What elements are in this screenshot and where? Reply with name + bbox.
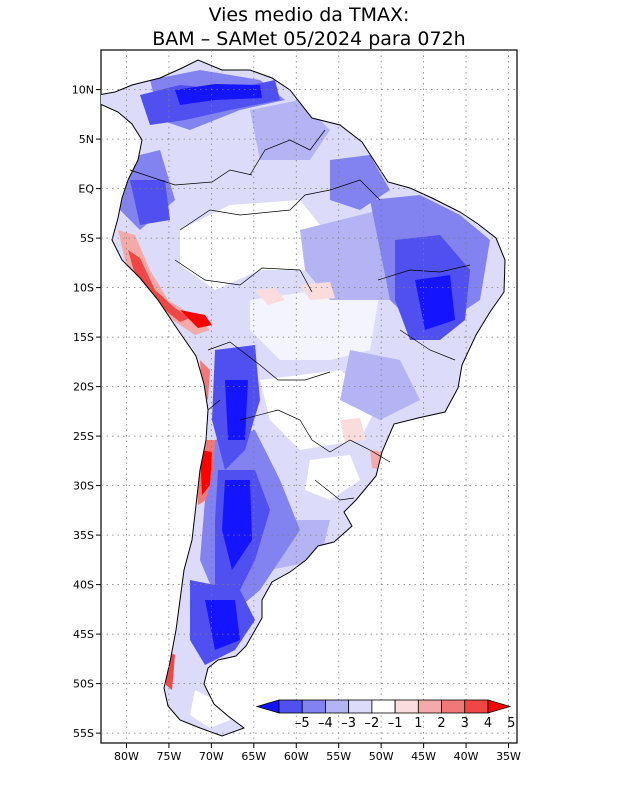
y-tick-label: 5S: [80, 232, 94, 245]
colorbar-arrow-max: [487, 699, 512, 714]
y-tick-label: 40S: [73, 579, 94, 592]
colorbar-label: 5: [507, 716, 515, 731]
colorbar-box: [394, 699, 419, 714]
x-tick-label: 45W: [411, 750, 436, 763]
x-tick-label: 50W: [369, 750, 394, 763]
x-tick-label: 65W: [241, 750, 266, 763]
colorbar-label: –2: [364, 716, 379, 731]
colorbar-box: [417, 699, 442, 714]
y-tick-label: EQ: [78, 183, 94, 196]
y-tick-label: 5N: [79, 133, 94, 146]
colorbar-box: [278, 699, 303, 714]
colorbar-box: [464, 699, 489, 714]
colorbar-box: [348, 699, 373, 714]
y-tick-label: 45S: [73, 628, 94, 641]
y-tick-label: 25S: [73, 430, 94, 443]
colorbar-label: –1: [388, 716, 403, 731]
x-tick-label: 80W: [114, 750, 139, 763]
x-tick-label: 55W: [326, 750, 351, 763]
y-tick-label: 15S: [73, 331, 94, 344]
gridlines: [101, 50, 517, 743]
x-tick-label: 40W: [454, 750, 479, 763]
colorbar-label: –4: [318, 716, 333, 731]
y-tick-label: 10N: [72, 84, 94, 97]
colorbar-label: 4: [484, 716, 492, 731]
y-tick-label: 10S: [73, 282, 94, 295]
x-tick-label: 60W: [284, 750, 309, 763]
y-tick-label: 55S: [73, 727, 94, 740]
colorbar-label: 2: [437, 716, 445, 731]
y-axis: 10N 5N EQ 5S 10S 15S 20S 25S 30S 35S 40S 45S 50S 55S: [72, 84, 101, 740]
y-tick-label: 35S: [73, 529, 94, 542]
title-line-1: Vies medio da TMAX:: [208, 4, 410, 26]
colorbar-box: [301, 699, 326, 714]
colorbar-label: –3: [341, 716, 356, 731]
colorbar-box: [371, 699, 396, 714]
colorbar-box: [325, 699, 350, 714]
colorbar-label: 1: [414, 716, 422, 731]
colorbar-label: –5: [295, 716, 310, 731]
colorbar-box: [441, 699, 466, 714]
x-tick-label: 70W: [199, 750, 224, 763]
x-tick-label: 35W: [496, 750, 521, 763]
title-line-2: BAM – SAMet 05/2024 para 072h: [152, 28, 466, 50]
y-tick-label: 30S: [73, 480, 94, 493]
x-axis: 80W 75W 70W 65W 60W 55W 50W 45W 40W 35W: [114, 743, 521, 763]
colorbar: –5 –4 –3 –2 –1 1 2 3 4 5: [255, 699, 515, 731]
colorbar-label: 3: [461, 716, 469, 731]
y-tick-label: 50S: [73, 678, 94, 691]
y-tick-label: 20S: [73, 381, 94, 394]
x-tick-label: 75W: [156, 750, 181, 763]
country-borders: [129, 129, 471, 501]
